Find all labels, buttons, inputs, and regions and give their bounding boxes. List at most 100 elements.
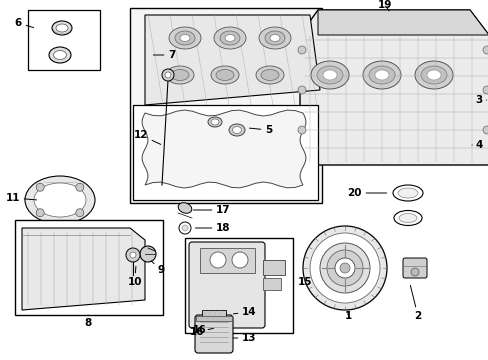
Ellipse shape bbox=[175, 31, 195, 45]
Ellipse shape bbox=[261, 69, 279, 81]
Ellipse shape bbox=[398, 213, 416, 222]
Ellipse shape bbox=[52, 21, 72, 35]
Circle shape bbox=[319, 243, 369, 293]
Circle shape bbox=[162, 69, 174, 81]
Circle shape bbox=[130, 252, 136, 258]
Text: 6: 6 bbox=[15, 18, 34, 28]
Bar bbox=[263, 260, 285, 275]
Circle shape bbox=[76, 183, 83, 191]
Ellipse shape bbox=[269, 35, 280, 41]
Text: 5: 5 bbox=[249, 125, 272, 135]
Circle shape bbox=[297, 46, 305, 54]
Circle shape bbox=[209, 252, 225, 268]
Circle shape bbox=[339, 263, 349, 273]
Ellipse shape bbox=[426, 70, 440, 80]
Circle shape bbox=[182, 225, 187, 231]
Circle shape bbox=[326, 250, 362, 286]
Ellipse shape bbox=[178, 203, 191, 213]
Text: 8: 8 bbox=[84, 315, 91, 328]
Ellipse shape bbox=[210, 66, 239, 84]
Ellipse shape bbox=[323, 70, 336, 80]
Ellipse shape bbox=[397, 188, 417, 198]
Text: 2: 2 bbox=[409, 285, 421, 321]
FancyBboxPatch shape bbox=[402, 258, 426, 278]
Ellipse shape bbox=[256, 66, 284, 84]
Ellipse shape bbox=[368, 66, 394, 84]
Bar bbox=[28, 10, 100, 70]
Bar bbox=[133, 105, 317, 200]
Circle shape bbox=[179, 222, 191, 234]
Circle shape bbox=[126, 248, 140, 262]
Bar bbox=[263, 278, 281, 290]
Ellipse shape bbox=[220, 31, 240, 45]
Ellipse shape bbox=[56, 24, 68, 32]
Text: 12: 12 bbox=[133, 130, 161, 144]
Polygon shape bbox=[299, 10, 488, 165]
Ellipse shape bbox=[180, 35, 190, 41]
Circle shape bbox=[297, 86, 305, 94]
Text: 1: 1 bbox=[344, 311, 351, 321]
Ellipse shape bbox=[207, 117, 222, 127]
Text: 13: 13 bbox=[233, 333, 256, 343]
Circle shape bbox=[309, 233, 379, 303]
Ellipse shape bbox=[228, 124, 244, 136]
Circle shape bbox=[482, 46, 488, 54]
Ellipse shape bbox=[264, 31, 285, 45]
Ellipse shape bbox=[310, 61, 348, 89]
Ellipse shape bbox=[393, 211, 421, 225]
Bar bbox=[15, 220, 163, 315]
Text: 15: 15 bbox=[293, 277, 312, 287]
Circle shape bbox=[76, 209, 83, 217]
Ellipse shape bbox=[214, 27, 245, 49]
Ellipse shape bbox=[259, 27, 290, 49]
Text: 20: 20 bbox=[347, 188, 386, 198]
Text: 7: 7 bbox=[153, 50, 175, 60]
Circle shape bbox=[334, 258, 354, 278]
FancyBboxPatch shape bbox=[189, 242, 264, 328]
Ellipse shape bbox=[165, 66, 194, 84]
Ellipse shape bbox=[53, 50, 66, 59]
Text: 16: 16 bbox=[189, 327, 213, 337]
Polygon shape bbox=[142, 110, 305, 188]
Ellipse shape bbox=[49, 47, 71, 63]
Text: 14: 14 bbox=[233, 307, 256, 317]
Text: 16: 16 bbox=[193, 325, 206, 335]
Circle shape bbox=[297, 126, 305, 134]
Circle shape bbox=[36, 183, 44, 191]
Ellipse shape bbox=[232, 126, 241, 134]
Text: 19: 19 bbox=[377, 0, 391, 11]
FancyBboxPatch shape bbox=[195, 315, 232, 353]
Ellipse shape bbox=[362, 61, 400, 89]
Circle shape bbox=[140, 246, 156, 262]
Bar bbox=[130, 8, 321, 203]
Circle shape bbox=[164, 72, 171, 78]
Text: 11: 11 bbox=[5, 193, 37, 203]
Text: 9: 9 bbox=[151, 261, 165, 275]
Ellipse shape bbox=[316, 66, 342, 84]
Ellipse shape bbox=[210, 119, 219, 125]
Ellipse shape bbox=[420, 66, 446, 84]
Ellipse shape bbox=[392, 185, 422, 201]
Bar bbox=[200, 248, 254, 273]
Circle shape bbox=[303, 226, 386, 310]
Polygon shape bbox=[317, 10, 488, 35]
Bar bbox=[202, 310, 225, 318]
Bar bbox=[196, 316, 231, 321]
Ellipse shape bbox=[171, 69, 189, 81]
Polygon shape bbox=[22, 228, 145, 310]
Circle shape bbox=[410, 268, 418, 276]
Circle shape bbox=[231, 252, 247, 268]
Text: 17: 17 bbox=[193, 205, 230, 215]
Bar bbox=[184, 238, 292, 333]
Ellipse shape bbox=[34, 183, 86, 217]
Ellipse shape bbox=[374, 70, 388, 80]
Text: 3: 3 bbox=[474, 95, 486, 105]
Polygon shape bbox=[145, 15, 319, 105]
Circle shape bbox=[482, 126, 488, 134]
Ellipse shape bbox=[169, 27, 201, 49]
Ellipse shape bbox=[224, 35, 235, 41]
Ellipse shape bbox=[216, 69, 234, 81]
Circle shape bbox=[36, 209, 44, 217]
Text: 10: 10 bbox=[127, 266, 142, 287]
Circle shape bbox=[482, 86, 488, 94]
